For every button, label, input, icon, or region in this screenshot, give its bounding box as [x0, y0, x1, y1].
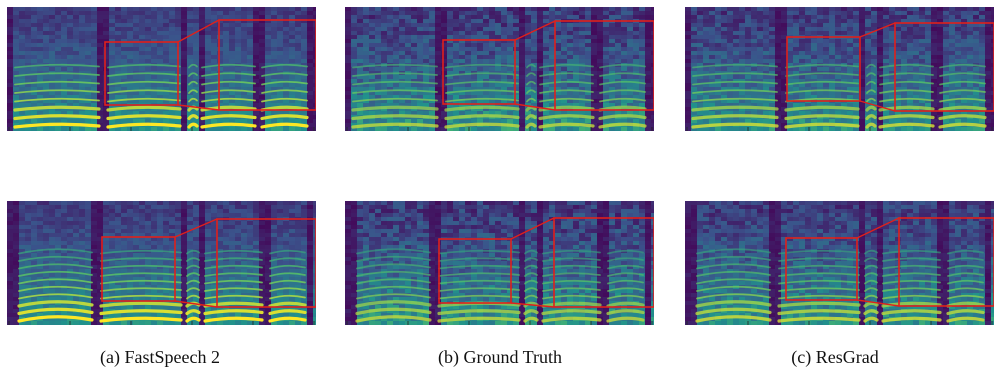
caption-ground-truth: (b) Ground Truth [437, 347, 562, 367]
zoom-connector-line [510, 302, 555, 308]
zoom-connector-line [510, 217, 555, 240]
spectrogram-svg [7, 201, 316, 325]
zoom-connector-line [174, 300, 218, 308]
caption-resgrad: (c) ResGrad [791, 347, 879, 367]
spectrogram-svg [7, 7, 316, 131]
zoom-source-box [438, 238, 512, 304]
zoom-connector-line [856, 217, 900, 239]
zoom-source-box [104, 41, 179, 106]
spectrogram-ground-truth-row2 [345, 201, 654, 325]
zoom-source-box [442, 39, 516, 105]
zoom-connector-line [859, 22, 896, 38]
spectrogram-ground-truth-row1 [345, 7, 654, 131]
spectrogram-svg [685, 201, 994, 325]
zoom-inset-box [894, 22, 994, 112]
spectrogram-fastspeech2-row2 [7, 201, 316, 325]
spectrogram-resgrad-row2 [685, 201, 994, 325]
zoom-connector-line [859, 100, 896, 112]
spectrogram-svg [345, 7, 654, 131]
spectrogram-fastspeech2-row1 [7, 7, 316, 131]
spectrogram-svg [345, 201, 654, 325]
zoom-connector-line [514, 20, 556, 41]
zoom-inset-box [554, 20, 654, 111]
zoom-inset-box [218, 19, 316, 111]
zoom-source-box [101, 236, 176, 302]
zoom-connector-line [856, 299, 900, 307]
zoom-connector-line [174, 218, 218, 238]
zoom-connector-line [177, 19, 220, 43]
zoom-source-box [785, 237, 858, 301]
caption-fastspeech2: (a) FastSpeech 2 [100, 347, 220, 367]
zoom-connector-line [514, 103, 556, 111]
spectrogram-svg [685, 7, 994, 131]
zoom-inset-box [216, 218, 316, 308]
zoom-source-box [786, 36, 861, 102]
zoom-connector-line [177, 104, 220, 111]
spectrogram-resgrad-row1 [685, 7, 994, 131]
zoom-inset-box [898, 217, 994, 307]
zoom-inset-box [553, 217, 654, 308]
